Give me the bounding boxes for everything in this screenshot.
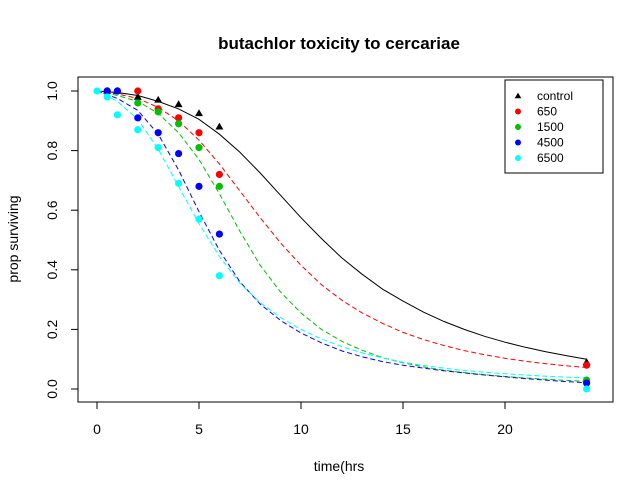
x-axis: 0 5 10 15 20 — [93, 401, 513, 437]
x-tick-label: 15 — [395, 421, 411, 437]
x-tick-label: 5 — [195, 421, 203, 437]
chart-title: butachlor toxicity to cercariae — [218, 34, 460, 53]
point-control — [133, 92, 142, 100]
point-4500 — [215, 230, 223, 238]
y-tick-label: 0.8 — [44, 141, 60, 161]
y-tick-label: 0.0 — [44, 379, 60, 399]
point-6500 — [215, 272, 223, 280]
point-6500 — [175, 179, 183, 187]
legend-label-control: control — [537, 89, 573, 103]
x-tick-label: 20 — [497, 421, 513, 437]
point-control — [154, 95, 163, 103]
x-tick-label: 10 — [293, 421, 309, 437]
y-tick-label: 0.2 — [44, 319, 60, 339]
point-1500 — [134, 99, 142, 107]
point-4500 — [583, 379, 591, 387]
x-tick-label: 0 — [93, 421, 101, 437]
y-tick-label: 0.4 — [44, 260, 60, 280]
legend-marker-1500 — [515, 124, 521, 130]
y-tick-label: 1.0 — [44, 81, 60, 101]
point-1500 — [195, 144, 203, 152]
point-6500 — [93, 87, 101, 95]
point-6500 — [195, 215, 203, 223]
legend-label-1500: 1500 — [537, 120, 564, 134]
point-650 — [134, 87, 142, 95]
legend-marker-control — [514, 92, 522, 99]
point-control — [195, 109, 203, 117]
point-4500 — [103, 87, 111, 95]
point-6500 — [113, 111, 121, 119]
point-1500 — [175, 120, 183, 128]
point-1500 — [215, 182, 223, 190]
data-points — [93, 86, 591, 393]
curve-1500 — [96, 90, 587, 382]
point-650 — [215, 170, 223, 179]
point-650 — [175, 114, 183, 122]
point-4500 — [154, 129, 162, 137]
point-control — [215, 122, 224, 130]
point-6500 — [154, 144, 162, 152]
point-6500 — [103, 93, 111, 101]
point-6500 — [583, 385, 591, 393]
point-650 — [195, 129, 203, 137]
point-6500 — [134, 126, 142, 134]
legend-label-4500: 4500 — [537, 136, 564, 150]
legend-label-650: 650 — [537, 105, 557, 119]
legend-label-6500: 6500 — [537, 151, 564, 165]
point-4500 — [113, 87, 121, 95]
point-4500 — [195, 182, 203, 190]
point-4500 — [175, 149, 183, 158]
legend-marker-6500 — [515, 155, 521, 161]
point-650 — [583, 361, 591, 369]
y-axis-label: prop surviving — [5, 195, 21, 282]
point-4500 — [134, 114, 142, 122]
legend-marker-650 — [515, 108, 521, 115]
curve-4500 — [96, 90, 587, 384]
legend-box — [504, 79, 604, 174]
legend-marker-4500 — [515, 139, 521, 146]
x-axis-label: time(hrs — [314, 458, 365, 474]
point-control — [174, 100, 183, 108]
point-1500 — [154, 108, 162, 116]
curve-control — [96, 90, 587, 360]
y-axis: 0.0 0.2 0.4 0.6 0.8 1.0 — [44, 81, 79, 399]
y-tick-label: 0.6 — [44, 200, 60, 220]
